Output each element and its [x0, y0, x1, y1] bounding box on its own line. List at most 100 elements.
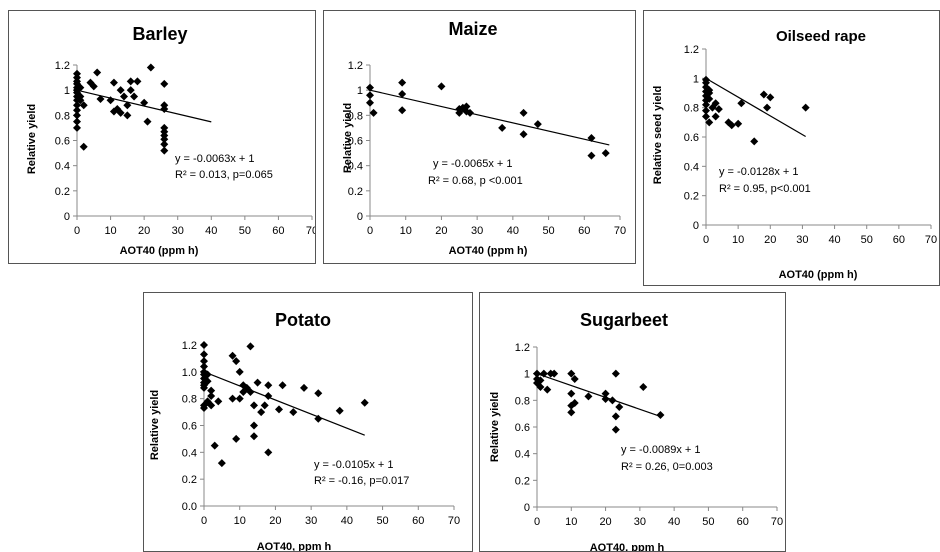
trend-equation: y = -0.0065x + 1: [433, 158, 513, 170]
trend-stats: R² = 0.68, p <0.001: [428, 175, 523, 187]
chart-barley: Barley 0 0.2 0.4 0.6 0.8 1 1.2 0 10 20 30 40 50 60 70 AO…: [8, 10, 316, 264]
x-axis-label: AOT40 (ppm h): [449, 245, 528, 257]
x-tick-label: 50: [702, 516, 714, 528]
data-point: [498, 123, 507, 132]
data-point: [587, 133, 596, 142]
x-tick-label: 40: [668, 516, 680, 528]
x-tick-label: 70: [448, 515, 460, 527]
data-point: [567, 389, 576, 398]
y-tick-label: 0.4: [515, 449, 530, 461]
data-point: [200, 404, 208, 413]
y-tick-label: 0.6: [55, 136, 70, 148]
y-tick-label: 0.2: [348, 186, 363, 198]
y-tick-label: 0.4: [55, 161, 70, 173]
y-axis-label: Relative yield: [489, 392, 501, 462]
y-tick-label: 0.8: [55, 110, 70, 122]
data-point: [106, 96, 115, 105]
x-tick-label: 30: [634, 516, 646, 528]
y-axis-label: Relative yield: [342, 103, 354, 173]
data-point: [708, 103, 717, 112]
x-tick-label: 70: [306, 225, 316, 237]
chart-title: Barley: [132, 24, 187, 44]
trend-equation: y = -0.0128x + 1: [719, 166, 799, 178]
x-tick-label: 20: [599, 516, 611, 528]
data-point: [533, 120, 542, 129]
data-point: [366, 83, 374, 92]
y-tick-label: 0.6: [348, 136, 363, 148]
x-tick-label: 30: [471, 225, 483, 237]
data-point: [93, 68, 102, 77]
x-tick-label: 10: [565, 516, 577, 528]
x-tick-label: 10: [400, 225, 412, 237]
data-point: [73, 123, 81, 132]
data-point: [398, 106, 407, 115]
trendline: [203, 371, 365, 436]
y-tick-label: 0.2: [55, 186, 70, 198]
data-point: [705, 86, 714, 95]
x-tick-label: 70: [925, 234, 937, 246]
data-point: [366, 91, 374, 100]
data-point: [369, 108, 378, 117]
y-tick-label: 1.2: [182, 340, 197, 352]
y-tick-label: 0.4: [348, 161, 363, 173]
data-point: [232, 357, 241, 366]
y-tick-label: 0.8: [182, 394, 197, 406]
x-tick-label: 20: [764, 234, 776, 246]
x-tick-label: 0: [703, 234, 709, 246]
data-point: [89, 82, 98, 91]
x-tick-label: 10: [104, 225, 116, 237]
y-tick-label: 0.8: [348, 110, 363, 122]
data-point: [584, 392, 593, 401]
data-point: [126, 77, 135, 86]
x-tick-label: 10: [732, 234, 744, 246]
data-point: [207, 391, 216, 400]
x-tick-label: 40: [828, 234, 840, 246]
data-point: [567, 369, 576, 378]
x-axis-label: AOT40 (ppm h): [779, 269, 858, 281]
data-point: [160, 135, 169, 144]
data-point: [462, 107, 471, 116]
trend-stats: R² = 0.26, 0=0.003: [621, 461, 713, 473]
data-point: [615, 403, 624, 411]
potato-plot: Potato 0.0 0.2 0.4 0.6 0.8 1.0 1.2 0 10 20 30 40 50 60…: [149, 310, 460, 551]
barley-plot: Barley 0 0.2 0.4 0.6 0.8 1 1.2 0 10 20 30 40 50 60 70 AO…: [26, 24, 316, 257]
data-point: [257, 408, 266, 417]
chart-title: Maize: [448, 19, 497, 39]
data-point: [656, 411, 665, 419]
maize-plot: Maize 0 0.2 0.4 0.6 0.8 1 1.2 0 10 20 30 40 50 60 70 AOT…: [342, 19, 626, 257]
data-point: [123, 101, 132, 110]
y-tick-label: 1: [357, 85, 363, 97]
data-point: [96, 94, 105, 103]
chart-title: Potato: [275, 310, 331, 330]
data-point: [123, 111, 132, 120]
y-tick-label: 0.2: [684, 191, 699, 203]
data-point: [250, 421, 258, 430]
y-tick-label: 0.4: [684, 161, 699, 173]
data-point: [260, 401, 269, 410]
data-point: [705, 94, 714, 103]
trend-stats: R² = -0.16, p=0.017: [314, 475, 409, 487]
data-point: [116, 86, 125, 95]
data-point: [466, 108, 474, 117]
y-tick-label: 0.6: [182, 421, 197, 433]
data-point: [714, 105, 723, 114]
data-point: [437, 82, 446, 91]
data-point: [207, 386, 216, 395]
data-point: [200, 341, 208, 349]
data-point: [601, 389, 610, 398]
x-tick-label: 0: [201, 515, 207, 527]
data-point: [160, 140, 169, 149]
data-point: [246, 342, 255, 351]
data-point: [133, 77, 142, 86]
data-point: [253, 378, 262, 387]
x-tick-label: 10: [234, 515, 246, 527]
x-tick-label: 30: [305, 515, 317, 527]
data-point: [120, 92, 128, 101]
data-point: [611, 412, 620, 421]
data-point: [200, 357, 208, 366]
data-point: [278, 381, 287, 390]
y-tick-label: 0.8: [684, 103, 699, 115]
data-point: [264, 448, 273, 457]
data-point: [398, 89, 407, 98]
data-point: [601, 149, 610, 158]
